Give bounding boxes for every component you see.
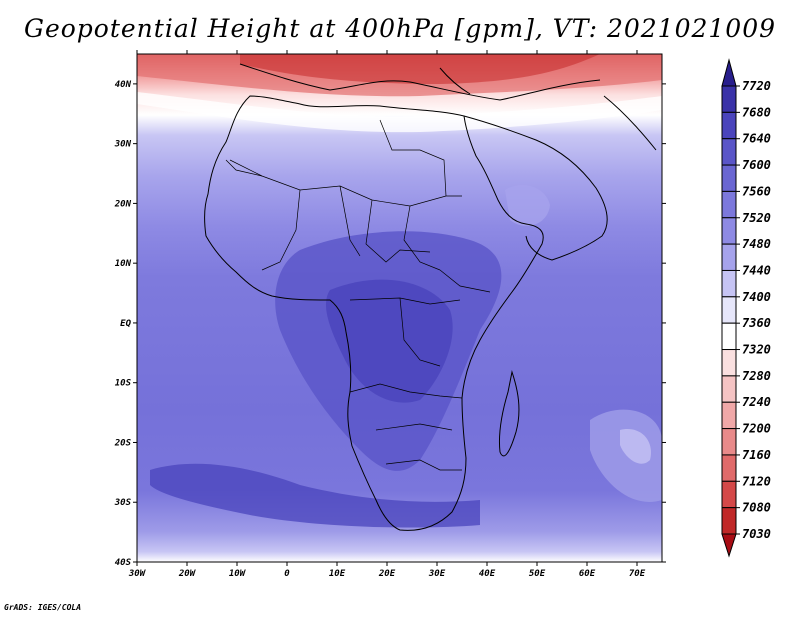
colorbar-label: 7160 <box>742 448 771 462</box>
lat-tick-label: 20N <box>114 199 132 209</box>
lon-tick-label: 20E <box>378 569 396 579</box>
colorbar-label: 7120 <box>742 474 771 488</box>
colorbar-label: 7280 <box>742 369 771 383</box>
colorbar-swatch <box>721 349 737 377</box>
colorbar-label: 7680 <box>742 105 771 119</box>
lat-tick-label: 10N <box>115 259 132 269</box>
colorbar-swatch <box>721 85 737 113</box>
colorbar-label: 7720 <box>742 79 771 93</box>
colorbar-swatch <box>721 507 737 535</box>
colorbar-swatch <box>721 296 737 324</box>
lon-tick-label: 20W <box>178 569 197 579</box>
lat-tick-label: 10S <box>115 379 132 389</box>
lon-tick-label: 30E <box>428 569 446 579</box>
colorbar-label: 7480 <box>742 237 771 251</box>
colorbar-label: 7560 <box>742 184 771 198</box>
colorbar-swatch <box>721 428 737 456</box>
lat-tick-label: 30N <box>114 140 132 150</box>
colorbar-top-arrow <box>721 58 737 87</box>
colorbar-label: 7640 <box>742 132 771 146</box>
colorbar-label: 7440 <box>742 263 771 277</box>
colorbar-swatch <box>721 269 737 298</box>
lon-tick-label: 10W <box>229 569 247 579</box>
lon-tick-label: 0 <box>284 569 290 579</box>
colorbar-swatch <box>721 217 737 245</box>
lon-tick-label: 30W <box>128 569 147 579</box>
longitude-axis: 30W 20W 10W 0 10E 20E 30E 40E 50E 60E 70E <box>128 50 646 579</box>
colorbar-label: 7400 <box>742 290 771 304</box>
lat-tick-label: EQ <box>120 319 131 329</box>
colorbar-swatch <box>721 243 737 271</box>
geopotential-field <box>137 54 662 562</box>
colorbar-swatch <box>721 138 737 166</box>
colorbar-swatch <box>721 375 737 403</box>
lat-tick-label: 40N <box>115 80 132 90</box>
colorbar-bottom-arrow <box>721 533 737 558</box>
lat-tick-label: 30S <box>114 498 132 508</box>
colorbar-label: 7320 <box>742 343 771 357</box>
colorbar-swatch <box>721 190 737 219</box>
colorbar-swatch <box>721 111 737 140</box>
colorbar-label: 7200 <box>742 422 771 436</box>
lat-tick-label: 40S <box>115 558 132 568</box>
lon-tick-label: 50E <box>529 569 546 579</box>
map-frame <box>136 53 663 563</box>
latitude-axis: 40N 30N 20N 10N EQ 10S 20S 30S 40S <box>114 80 666 568</box>
lon-tick-label: 70E <box>629 569 646 579</box>
colorbar-label: 7600 <box>742 158 771 172</box>
map-title: Geopotential Height at 400hPa [gpm], VT:… <box>23 14 777 43</box>
colorbar-label: 7360 <box>742 316 771 330</box>
lat-tick-label: 20S <box>114 438 132 448</box>
lon-tick-label: 10E <box>329 569 346 579</box>
credit-text: GrADS: IGES/COLA <box>4 603 82 612</box>
colorbar-label: 7240 <box>742 395 771 409</box>
colorbar-swatch <box>721 454 737 482</box>
country-borders <box>225 119 491 471</box>
colorbar-label: 7520 <box>742 211 771 225</box>
lon-tick-label: 60E <box>579 569 596 579</box>
colorbar-swatch <box>721 401 737 430</box>
colorbar-swatch <box>721 164 737 192</box>
lon-tick-label: 40E <box>479 569 496 579</box>
colorbar-swatch <box>721 322 737 351</box>
coastlines <box>204 63 657 531</box>
colorbar: 7720 7680 7640 7600 7560 7520 7480 7440 7400 7360… <box>721 58 771 558</box>
colorbar-label: 7080 <box>742 501 771 515</box>
colorbar-swatch <box>721 480 737 509</box>
colorbar-label: 7030 <box>742 527 771 541</box>
